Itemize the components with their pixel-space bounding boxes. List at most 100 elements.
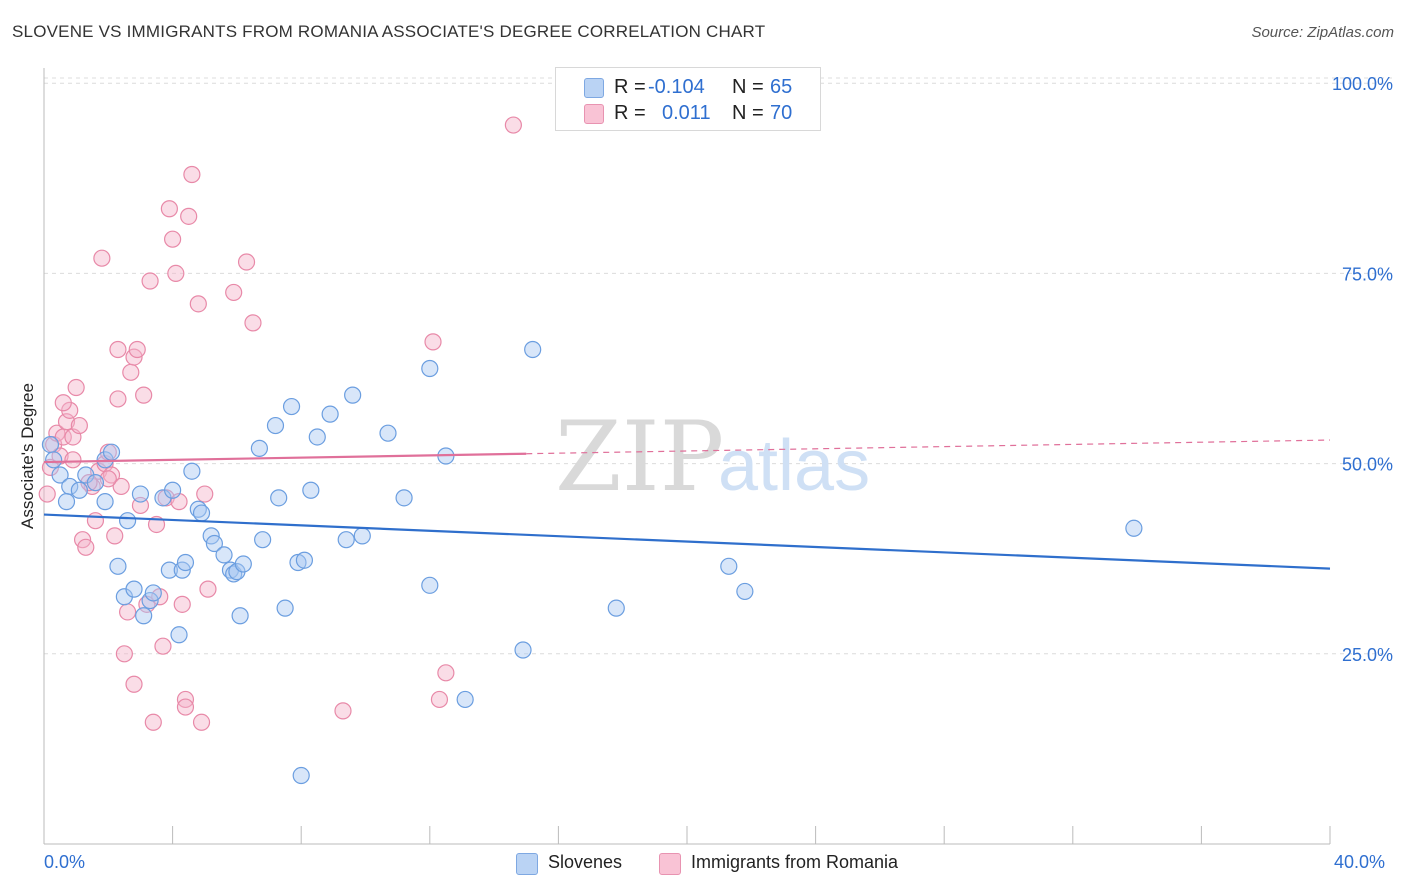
data-point (504, 116, 522, 134)
bottom-legend-label-pink: Immigrants from Romania (691, 852, 899, 872)
chart-title: SLOVENE VS IMMIGRANTS FROM ROMANIA ASSOC… (12, 22, 766, 41)
data-point (93, 249, 111, 267)
data-point (141, 272, 159, 290)
watermark-zip: ZIP (555, 401, 724, 513)
legend-swatch-pink (584, 104, 604, 124)
data-point (54, 394, 72, 412)
data-point (131, 485, 150, 503)
legend-r-label: R = (614, 76, 646, 98)
bottom-legend-swatch-pink (659, 853, 681, 875)
data-point (266, 416, 285, 435)
source-label: Source: ZipAtlas.com (1251, 24, 1394, 41)
data-point (292, 766, 310, 785)
y-tick-label: 25.0% (1342, 645, 1393, 665)
data-point (437, 664, 455, 682)
data-point (334, 702, 352, 720)
data-point (421, 576, 439, 594)
x-tick-label-max: 40.0% (1334, 852, 1386, 872)
data-point (144, 584, 162, 602)
data-point (192, 713, 211, 731)
data-point (270, 489, 288, 507)
y-tick-labels: 25.0% 50.0% 75.0% 100.0% (1332, 74, 1393, 665)
bottom-legend-label-blue: Slovenes (548, 852, 623, 872)
data-point (109, 557, 127, 575)
watermark-atlas: atlas (718, 426, 870, 506)
data-point (70, 416, 88, 435)
data-point (86, 474, 105, 492)
trend-line-pink-extension (526, 439, 1331, 455)
y-tick-label: 100.0% (1332, 74, 1393, 94)
data-point (173, 595, 191, 613)
data-point (109, 340, 127, 359)
data-point (199, 580, 217, 598)
data-point (135, 386, 153, 404)
data-point (337, 531, 355, 549)
data-point (289, 553, 307, 572)
data-point (41, 435, 60, 454)
trend-line-blue (43, 513, 1331, 570)
y-tick-label: 50.0% (1342, 455, 1393, 475)
blue-series-points (41, 340, 1143, 785)
data-point (250, 439, 269, 457)
data-point (379, 424, 397, 442)
data-point (154, 637, 172, 655)
data-point (231, 607, 249, 625)
data-point (122, 363, 140, 381)
data-point (125, 580, 143, 598)
legend-r-value-pink: 0.011 (662, 102, 711, 124)
data-point (237, 253, 256, 271)
data-point (176, 553, 195, 572)
data-point (183, 165, 201, 184)
watermark: ZIP atlas (555, 401, 870, 513)
data-point (524, 340, 542, 359)
data-point (607, 599, 625, 617)
bottom-legend-swatch-blue (516, 853, 538, 875)
data-point (254, 531, 272, 549)
data-point (183, 462, 201, 480)
data-point (118, 603, 137, 621)
data-point (196, 485, 214, 503)
legend-r-value-blue: -0.104 (648, 76, 705, 98)
legend-n-label: N = (732, 76, 764, 98)
trend-line-pink (43, 452, 527, 464)
data-point (164, 230, 182, 248)
data-point (176, 698, 195, 716)
data-point (45, 451, 63, 469)
data-point (276, 599, 294, 617)
data-point (128, 340, 146, 359)
data-point (321, 405, 339, 423)
data-point (67, 378, 85, 397)
data-point (109, 390, 127, 408)
data-point (57, 493, 76, 511)
data-point (456, 690, 474, 709)
data-point (99, 470, 117, 488)
legend-r-label: R = (614, 102, 646, 124)
data-point (38, 485, 56, 503)
data-point (395, 489, 413, 507)
y-tick-label: 75.0% (1342, 264, 1393, 284)
data-point (160, 200, 178, 218)
data-point (96, 493, 114, 511)
x-tick-label-min: 0.0% (44, 852, 86, 872)
data-point (164, 481, 182, 499)
data-point (125, 675, 143, 693)
data-point (353, 527, 371, 545)
data-point (118, 512, 137, 530)
data-point (1125, 519, 1143, 537)
data-point (295, 551, 314, 569)
axes (43, 68, 1331, 845)
data-point (102, 443, 121, 461)
data-point (51, 466, 69, 484)
y-axis-label: Associate's Degree (18, 383, 37, 529)
data-point (424, 333, 442, 351)
correlation-legend: R = -0.104 N = 65 R = 0.011 N = 70 (555, 67, 821, 131)
data-point (736, 582, 754, 601)
data-point (167, 264, 185, 283)
trend-lines (43, 439, 1331, 570)
data-point (225, 283, 243, 302)
legend-n-value-blue: 65 (770, 76, 793, 98)
data-point (244, 314, 262, 332)
data-point (77, 538, 95, 556)
data-point (180, 207, 198, 225)
